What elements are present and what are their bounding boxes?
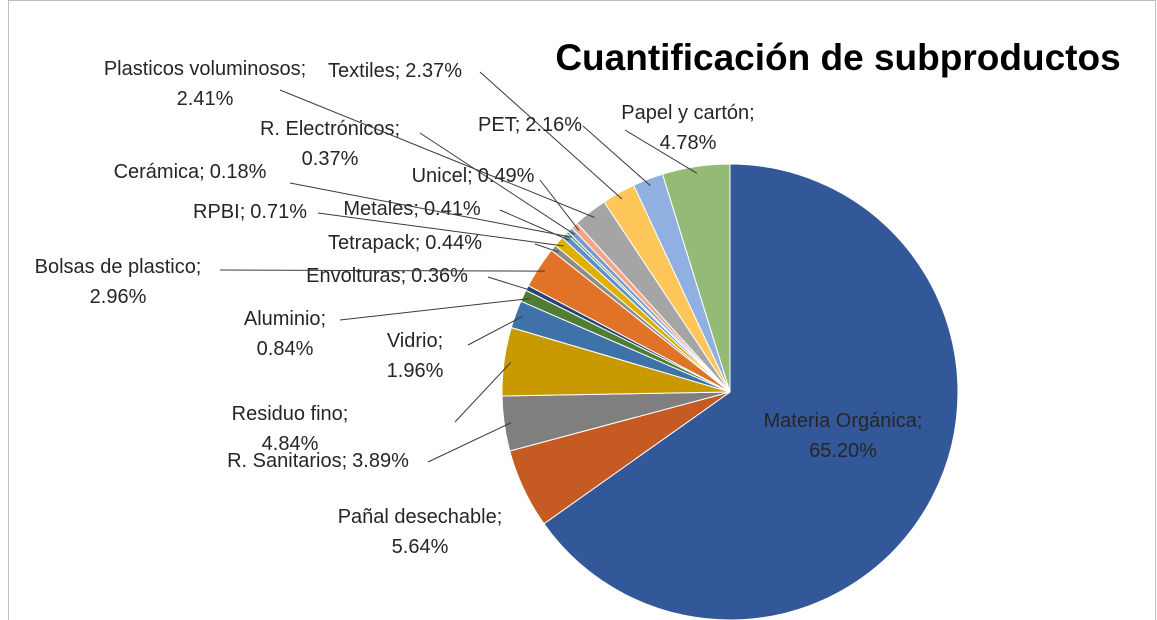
label-value: 0.36% bbox=[411, 265, 468, 287]
label-name: Residuo fino; bbox=[232, 403, 349, 425]
leader-line bbox=[289, 182, 573, 238]
data-label: Vidrio; 1.96% bbox=[387, 330, 444, 382]
label-value: 3.89% bbox=[352, 450, 409, 472]
pie-slice bbox=[543, 163, 959, 620]
data-label: Metales; 0.41% bbox=[343, 198, 481, 220]
label-value: 2.16% bbox=[525, 114, 582, 136]
data-label: Papel y cartón; 4.78% bbox=[621, 102, 754, 154]
data-label: Plasticos voluminosos; 2.41% bbox=[104, 58, 306, 110]
label-name: Unicel; bbox=[412, 165, 473, 187]
leader-line bbox=[454, 361, 512, 423]
label-value: 4.84% bbox=[262, 433, 319, 455]
leader-line bbox=[219, 269, 545, 272]
label-value: 0.44% bbox=[425, 232, 482, 254]
leader-line bbox=[479, 71, 623, 200]
label-value: 2.37% bbox=[405, 60, 462, 82]
data-label: R. Electrónicos; 0.37% bbox=[260, 118, 400, 170]
leader-line bbox=[427, 422, 512, 463]
leader-line bbox=[279, 89, 595, 218]
label-name: Pañal desechable; bbox=[338, 506, 503, 528]
data-label: Tetrapack; 0.44% bbox=[328, 232, 482, 254]
label-name: R. Sanitarios; bbox=[227, 450, 347, 472]
label-name: RPBI; bbox=[193, 201, 245, 223]
leader-line bbox=[499, 209, 570, 241]
label-name: Bolsas de plastico; bbox=[35, 256, 202, 278]
label-value: 0.41% bbox=[424, 198, 481, 220]
data-label: Pañal desechable; 5.64% bbox=[338, 506, 503, 558]
label-name: Metales; bbox=[343, 198, 419, 220]
label-value: 0.71% bbox=[250, 201, 307, 223]
data-label: Cerámica; 0.18% bbox=[114, 161, 267, 183]
label-name: Materia Orgánica; bbox=[764, 410, 923, 432]
leader-line bbox=[624, 129, 698, 174]
label-name: Vidrio; bbox=[387, 330, 443, 352]
label-value: 1.96% bbox=[387, 360, 444, 382]
label-value: 4.78% bbox=[660, 132, 717, 154]
label-name: Tetrapack; bbox=[328, 232, 420, 254]
pie-slice bbox=[661, 163, 731, 393]
label-value: 5.64% bbox=[392, 536, 449, 558]
data-label: Envolturas; 0.36% bbox=[306, 265, 468, 287]
leader-line bbox=[467, 316, 523, 346]
label-value: 0.18% bbox=[210, 161, 267, 183]
data-label: R. Sanitarios; 3.89% bbox=[227, 450, 409, 472]
leader-line bbox=[487, 276, 534, 292]
data-label: Aluminio; 0.84% bbox=[244, 308, 326, 360]
label-name: Aluminio; bbox=[244, 308, 326, 330]
label-value: 2.96% bbox=[90, 286, 147, 308]
leader-line bbox=[539, 179, 580, 231]
label-name: Plasticos voluminosos; bbox=[104, 58, 306, 80]
label-name: R. Electrónicos; bbox=[260, 118, 400, 140]
leader-line bbox=[339, 298, 530, 321]
label-value: 0.37% bbox=[302, 148, 359, 170]
label-value: 65.20% bbox=[809, 440, 877, 462]
data-label: RPBI; 0.71% bbox=[193, 201, 307, 223]
data-label: Unicel; 0.49% bbox=[412, 165, 535, 187]
leader-line bbox=[419, 132, 575, 235]
data-label: Residuo fino; 4.84% bbox=[232, 403, 349, 455]
data-label: Materia Orgánica; 65.20% bbox=[764, 410, 923, 462]
leader-line bbox=[317, 212, 564, 247]
label-value: 0.49% bbox=[478, 165, 535, 187]
label-name: Cerámica; bbox=[114, 161, 205, 183]
leader-line bbox=[582, 125, 651, 187]
label-name: Envolturas; bbox=[306, 265, 406, 287]
chart-title: Cuantificación de subproductos bbox=[555, 37, 1120, 78]
data-label: PET; 2.16% bbox=[478, 114, 582, 136]
label-value: 2.41% bbox=[177, 88, 234, 110]
label-name: PET; bbox=[478, 114, 520, 136]
label-value: 0.84% bbox=[257, 338, 314, 360]
label-name: Papel y cartón; bbox=[621, 102, 754, 124]
leader-line bbox=[534, 243, 559, 253]
data-label: Bolsas de plastico; 2.96% bbox=[35, 256, 202, 308]
label-name: Textiles; bbox=[328, 60, 400, 82]
data-label: Textiles; 2.37% bbox=[328, 60, 462, 82]
